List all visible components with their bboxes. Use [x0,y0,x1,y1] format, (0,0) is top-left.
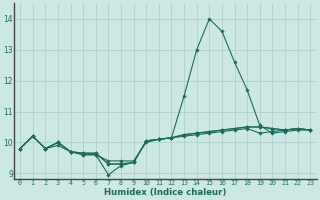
X-axis label: Humidex (Indice chaleur): Humidex (Indice chaleur) [104,188,226,197]
